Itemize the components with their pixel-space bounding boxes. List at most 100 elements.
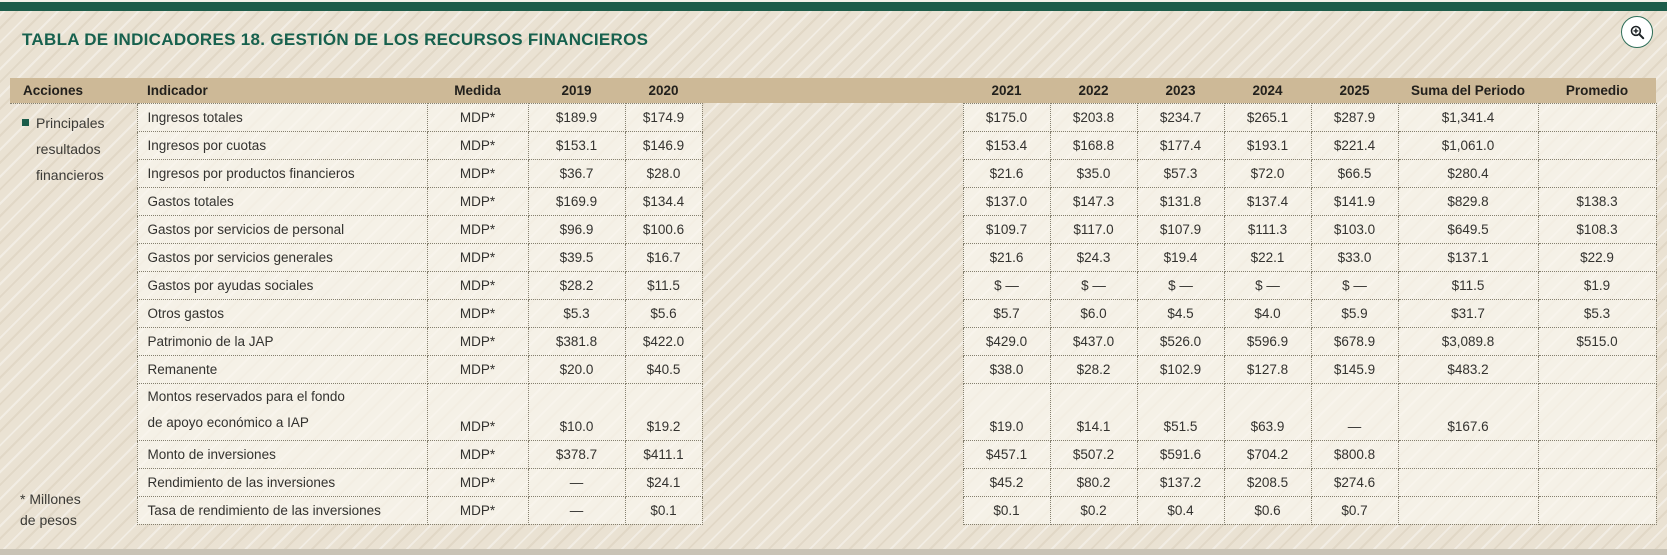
gap-cell (702, 468, 963, 496)
medida-cell: MDP* (426, 186, 529, 216)
medida-cell: MDP* (426, 158, 529, 188)
zoom-button[interactable] (1621, 16, 1653, 48)
header-row: Acciones Indicador Medida 2019 2020 2021 2022 2… (10, 78, 1656, 103)
value-cell-2025: $678.9 (1310, 326, 1399, 356)
suma-cell: $829.8 (1397, 186, 1539, 216)
value-cell-2022: $80.2 (1049, 467, 1138, 497)
value-cell-2025: $145.9 (1310, 354, 1399, 384)
column-header-2020: 2020 (625, 78, 702, 103)
column-header-2024: 2024 (1224, 78, 1311, 103)
value-cell-2024: $0.6 (1223, 495, 1312, 525)
value-cell-2021: $21.6 (962, 242, 1051, 272)
medida-cell: MDP* (426, 382, 529, 441)
promedio-cell (1537, 382, 1657, 441)
suma-cell: $31.7 (1397, 298, 1539, 328)
indicator-name-cell: Montos reservados para el fondo de apoyo… (136, 382, 428, 441)
value-cell-2024: $265.1 (1223, 102, 1312, 132)
value-cell-2020: $411.1 (624, 439, 703, 469)
value-cell-2022: $117.0 (1049, 214, 1138, 244)
value-cell-2023: $177.4 (1136, 130, 1225, 160)
suma-cell: $11.5 (1397, 270, 1539, 300)
value-cell-2020: $19.2 (624, 382, 703, 441)
magnifier-plus-icon (1628, 23, 1647, 42)
gap-cell (702, 327, 963, 355)
value-cell-2019: $20.0 (527, 354, 626, 384)
indicator-name-cell: Gastos por servicios generales (136, 242, 428, 272)
gap-cell (702, 440, 963, 468)
value-cell-2019: $10.0 (527, 382, 626, 441)
medida-cell: MDP* (426, 298, 529, 328)
value-cell-2024: $63.9 (1223, 382, 1312, 441)
value-cell-2025: $33.0 (1310, 242, 1399, 272)
promedio-cell (1537, 439, 1657, 469)
value-cell-2021: $0.1 (962, 495, 1051, 525)
value-cell-2023: $137.2 (1136, 467, 1225, 497)
suma-cell: $1,341.4 (1397, 102, 1539, 132)
value-cell-2019: $153.1 (527, 130, 626, 160)
promedio-cell: $1.9 (1537, 270, 1657, 300)
indicator-name-cell: Gastos por ayudas sociales (136, 270, 428, 300)
value-cell-2020: $28.0 (624, 158, 703, 188)
column-header-suma-del-periodo: Suma del Periodo (1398, 78, 1538, 103)
indicator-name-cell: Remanente (136, 354, 428, 384)
suma-cell: $1,061.0 (1397, 130, 1539, 160)
value-cell-2019: $39.5 (527, 242, 626, 272)
value-cell-2021: $ — (962, 270, 1051, 300)
column-header-promedio: Promedio (1538, 78, 1656, 103)
value-cell-2019: $378.7 (527, 439, 626, 469)
medida-cell: MDP* (426, 495, 529, 525)
column-header-indicador: Indicador (137, 78, 427, 103)
value-cell-2023: $51.5 (1136, 382, 1225, 441)
table-row: Gastos totales MDP* $169.9 $134.4 $137.0 $147… (10, 186, 1657, 216)
gap-cell (702, 496, 963, 524)
value-cell-2020: $134.4 (624, 186, 703, 216)
suma-cell: $649.5 (1397, 214, 1539, 244)
value-cell-2025: $141.9 (1310, 186, 1399, 216)
value-cell-2022: $6.0 (1049, 298, 1138, 328)
table-row: Rendimiento de las inversiones MDP* — $24.1… (10, 467, 1657, 497)
indicator-name-cell: Ingresos por cuotas (136, 130, 428, 160)
medida-cell: MDP* (426, 270, 529, 300)
value-cell-2022: $147.3 (1049, 186, 1138, 216)
gap-cell (702, 243, 963, 271)
medida-cell: MDP* (426, 326, 529, 356)
value-cell-2021: $38.0 (962, 354, 1051, 384)
value-cell-2022: $507.2 (1049, 439, 1138, 469)
promedio-cell (1537, 467, 1657, 497)
value-cell-2021: $137.0 (962, 186, 1051, 216)
column-header-acciones: Acciones (10, 78, 137, 103)
promedio-cell (1537, 495, 1657, 525)
value-cell-2019: $169.9 (527, 186, 626, 216)
indicator-name-cell: Tasa de rendimiento de las inversiones (136, 495, 428, 525)
medida-cell: MDP* (426, 354, 529, 384)
table-row: Tasa de rendimiento de las inversiones MD… (10, 495, 1657, 525)
value-cell-2021: $153.4 (962, 130, 1051, 160)
value-cell-2022: $168.8 (1049, 130, 1138, 160)
gap-cell (702, 131, 963, 159)
promedio-cell (1537, 130, 1657, 160)
medida-cell: MDP* (426, 102, 529, 132)
column-header-medida: Medida (427, 78, 528, 103)
value-cell-2024: $137.4 (1223, 186, 1312, 216)
value-cell-2022: $24.3 (1049, 242, 1138, 272)
value-cell-2023: $234.7 (1136, 102, 1225, 132)
indicator-name-cell: Ingresos totales (136, 102, 428, 132)
value-cell-2024: $596.9 (1223, 326, 1312, 356)
promedio-cell (1537, 158, 1657, 188)
value-cell-2025: $5.9 (1310, 298, 1399, 328)
medida-cell: MDP* (426, 242, 529, 272)
table-row: Otros gastos MDP* $5.3 $5.6 $5.7 $6.0 $4.5 $4.0… (10, 298, 1657, 328)
value-cell-2025: $ — (1310, 270, 1399, 300)
value-cell-2022: $35.0 (1049, 158, 1138, 188)
value-cell-2019: $381.8 (527, 326, 626, 356)
value-cell-2025: $103.0 (1310, 214, 1399, 244)
value-cell-2020: $40.5 (624, 354, 703, 384)
value-cell-2024: $127.8 (1223, 354, 1312, 384)
promedio-cell (1537, 354, 1657, 384)
indicator-name-cell: Rendimiento de las inversiones (136, 467, 428, 497)
suma-cell: $483.2 (1397, 354, 1539, 384)
value-cell-2023: $0.4 (1136, 495, 1225, 525)
indicator-name-cell: Monto de inversiones (136, 439, 428, 469)
value-cell-2020: $16.7 (624, 242, 703, 272)
column-header-2021: 2021 (963, 78, 1050, 103)
